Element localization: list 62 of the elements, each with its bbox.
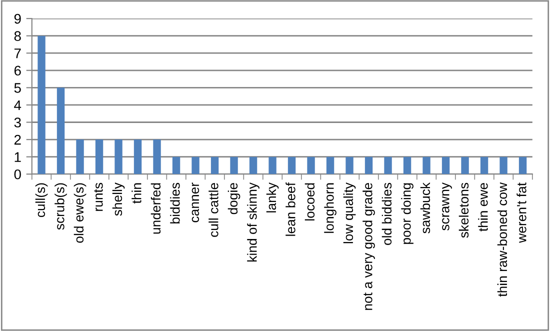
x-tick-label: low quality (343, 182, 356, 244)
x-tick-label: thin ewe (478, 183, 488, 232)
x-tick-label: longhorn (324, 183, 336, 233)
bar (461, 156, 469, 174)
y-tick-label: 7 (14, 48, 21, 58)
x-tick-label: lanky (266, 182, 279, 212)
x-tick-label: weren't fat (516, 182, 526, 243)
x-tick-label: scrub(s) (54, 183, 67, 230)
x-tick-label: cull cattle (208, 183, 218, 237)
x-tick-label: kind of skinny (247, 182, 260, 262)
bar (403, 156, 412, 174)
bar (442, 156, 450, 174)
bar (307, 156, 315, 174)
x-tick-label: cull(s) (35, 183, 48, 218)
bar (230, 156, 238, 174)
bar (326, 156, 334, 174)
bar (38, 36, 46, 174)
bar (114, 140, 122, 174)
y-tick-label: 8 (14, 31, 21, 41)
bar (172, 156, 180, 174)
x-tick-label: biddies (170, 182, 180, 224)
x-tick-label: skeletons (458, 182, 469, 238)
x-tick-label: shelly (112, 182, 125, 216)
x-tick-label: lean beef (286, 182, 296, 236)
y-tick-label: 4 (14, 100, 22, 110)
bar (518, 156, 527, 174)
bar (95, 140, 104, 174)
x-tick-label: not a very good grade (362, 183, 375, 310)
x-tick-label: thin (132, 183, 142, 204)
bar (210, 156, 219, 174)
x-tick-label: old ewe(s) (74, 183, 86, 243)
y-tick-label: 5 (14, 83, 21, 93)
bar (422, 156, 430, 174)
bar (192, 156, 200, 174)
bar (56, 88, 65, 174)
bar (249, 156, 258, 174)
x-tick-label: thin raw-boned cow (497, 182, 508, 297)
x-tick-label: poor doing (401, 183, 414, 244)
y-tick-label: 9 (14, 14, 21, 24)
y-tick-label: 6 (14, 66, 21, 76)
x-tick-label: canner (192, 182, 200, 222)
y-tick-label: 0 (14, 169, 21, 180)
bar (480, 156, 488, 174)
bar (384, 156, 392, 174)
bar (364, 156, 373, 174)
bar (346, 156, 354, 174)
bar (288, 156, 296, 174)
x-tick-label: runts (94, 182, 103, 211)
x-tick-label: sawbuck (420, 182, 430, 234)
y-tick-label: 1 (14, 152, 21, 162)
y-tick-label: 2 (14, 134, 21, 145)
x-tick-label: scrawny (442, 182, 452, 230)
x-tick-label: dogie (228, 183, 240, 214)
bar (153, 140, 161, 174)
bar (268, 156, 276, 174)
y-tick-label: 3 (14, 118, 21, 128)
bar (500, 156, 508, 174)
x-tick-label: locoed (304, 183, 315, 220)
x-tick-label: underfed (150, 183, 161, 234)
x-tick-label: old biddies (382, 182, 392, 245)
bar (76, 140, 84, 174)
bar (134, 140, 142, 174)
